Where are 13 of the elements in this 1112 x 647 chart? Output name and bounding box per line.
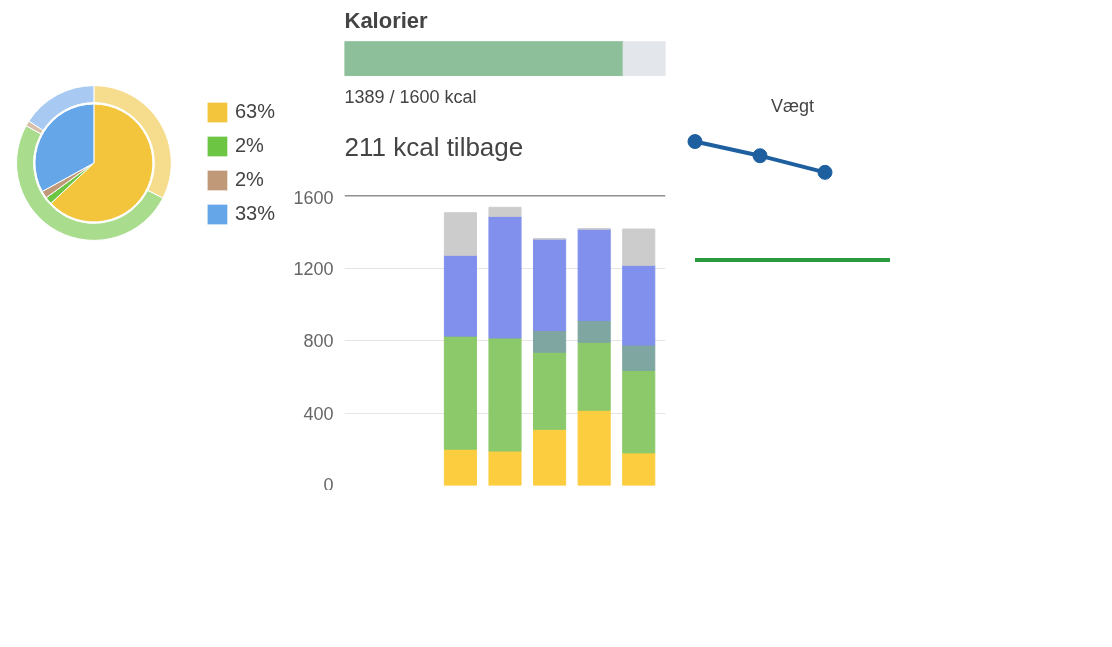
- y-tick-label: 1200: [293, 258, 334, 279]
- text: 1389 / 1600 kcal: [344, 86, 477, 107]
- legend-label: 63%: [234, 100, 275, 123]
- y-tick-label: 0: [323, 474, 334, 495]
- legend-label: 2%: [234, 168, 264, 191]
- y-tick-label: 400: [303, 403, 334, 424]
- legend-label: 33%: [234, 202, 275, 225]
- legend-label: 2%: [234, 134, 264, 157]
- chart-title: Kalorier: [344, 7, 429, 33]
- y-tick-label: 800: [303, 331, 334, 351]
- y-tick-label: 1600: [293, 187, 334, 208]
- chart-title: Vægt: [770, 96, 815, 117]
- text: 211 kcal tilbage: [344, 132, 524, 163]
